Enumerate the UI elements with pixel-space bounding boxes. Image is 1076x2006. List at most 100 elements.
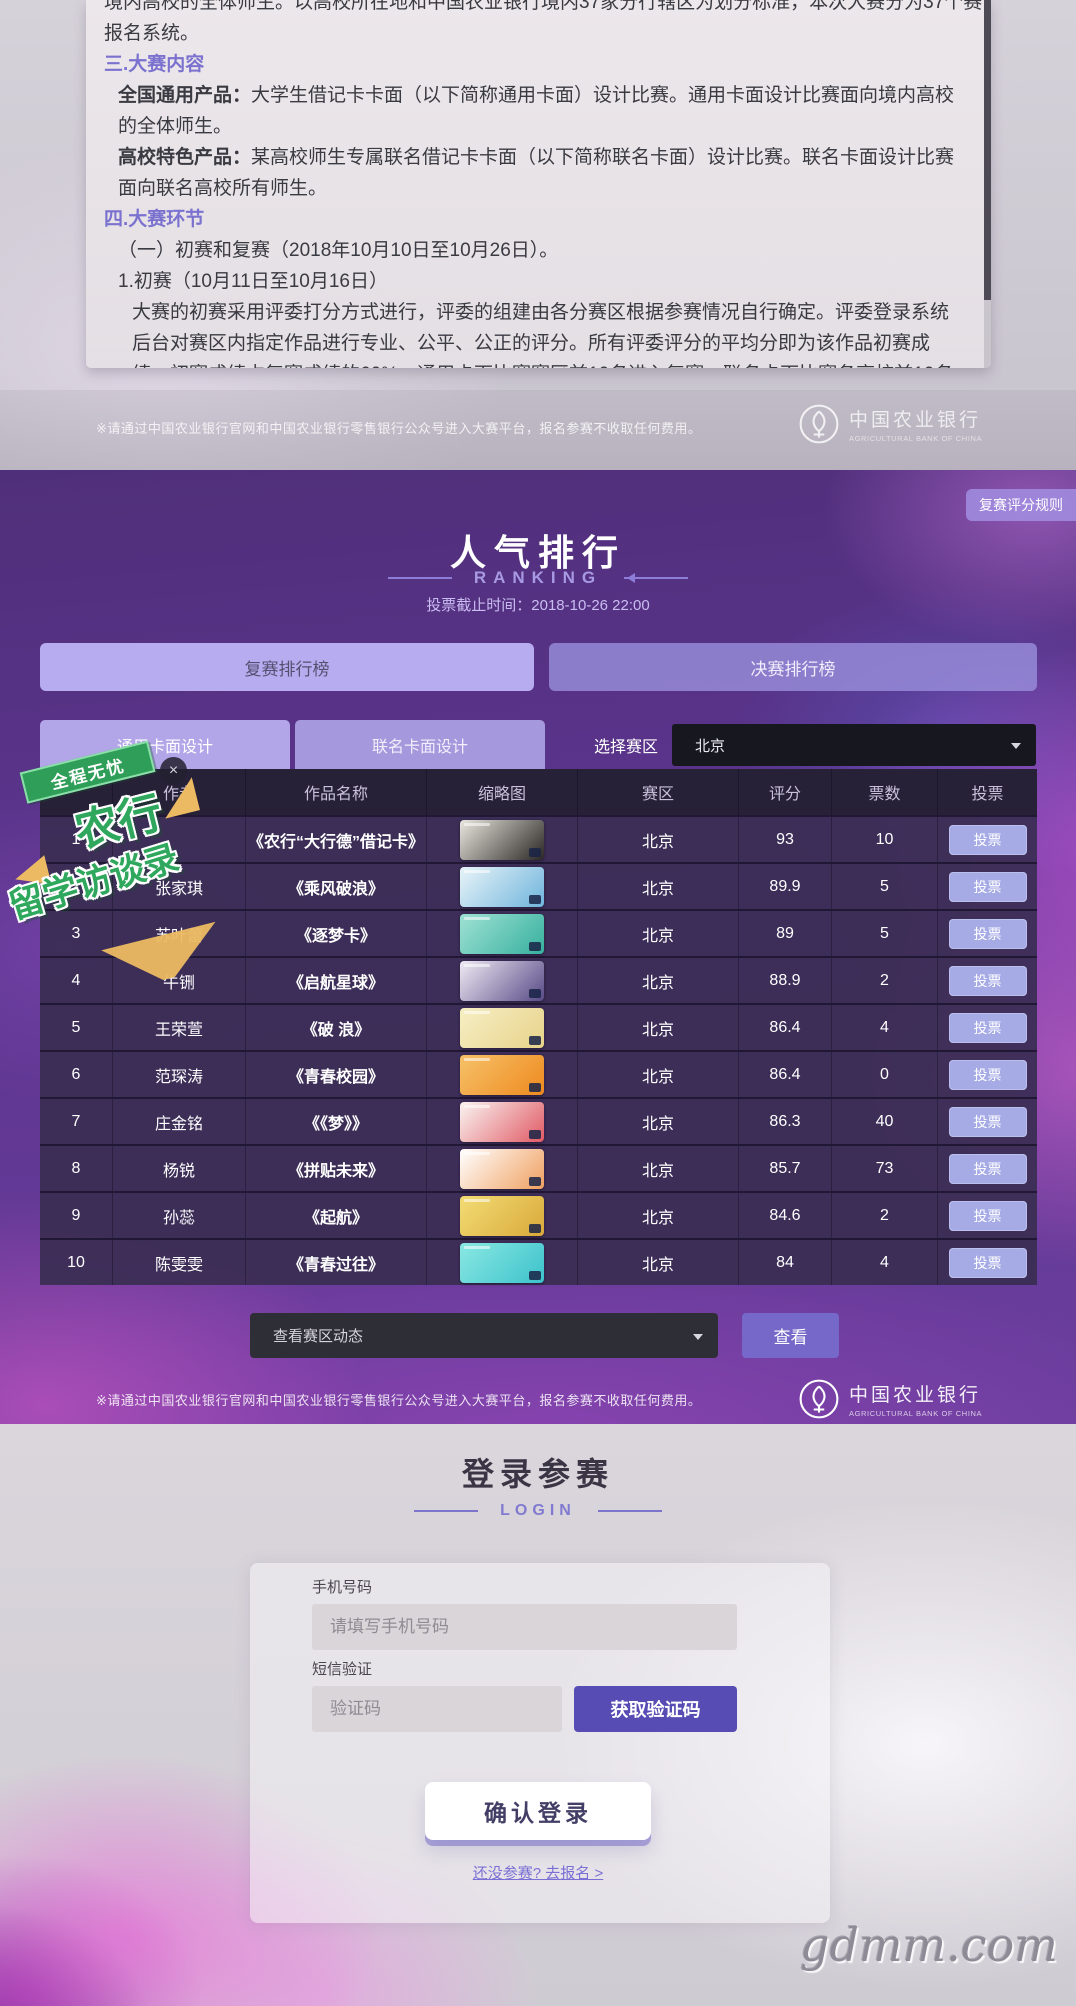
item-label: 全国通用产品： — [118, 85, 252, 106]
vote-button[interactable]: 投票 — [948, 1200, 1027, 1231]
region-cell: 北京 — [578, 911, 739, 956]
work-thumbnail — [460, 1101, 544, 1142]
register-link[interactable]: 还没参赛? 去报名 > — [472, 1865, 604, 1882]
work-thumbnail — [460, 866, 544, 907]
view-button[interactable]: 查看 — [742, 1313, 839, 1358]
column-header: 缩略图 — [427, 769, 578, 815]
author-cell: 陈雯雯 — [113, 1240, 246, 1285]
score-cell: 84 — [739, 1240, 832, 1285]
confirm-login-button[interactable]: 确认登录 — [425, 1782, 651, 1840]
region-cell: 北京 — [578, 958, 739, 1003]
chevron-down-icon — [1011, 743, 1021, 754]
ranking-table-head: 作者 作品名称 缩略图 赛区 评分 票数 投票 — [40, 769, 1037, 815]
column-header: 作品名称 — [246, 769, 427, 815]
vote-button[interactable]: 投票 — [948, 1059, 1027, 1090]
tab-semifinal-ranking[interactable]: 复赛排行榜 — [40, 643, 534, 691]
table-row: 10 陈雯雯 《青春过往》 北京 84 4 投票 — [40, 1238, 1037, 1285]
vote-button[interactable]: 投票 — [948, 1247, 1027, 1278]
vote-button[interactable]: 投票 — [948, 918, 1027, 949]
chevron-down-icon — [693, 1333, 703, 1345]
stage-line: （一）初赛和复赛（2018年10月10日至10月26日）。 — [118, 240, 559, 261]
vote-cell: 投票 — [938, 1240, 1037, 1285]
votes-cell: 40 — [832, 1099, 938, 1144]
vote-button[interactable]: 投票 — [948, 965, 1027, 996]
phone-input[interactable] — [312, 1604, 737, 1650]
vote-button[interactable]: 投票 — [948, 871, 1027, 902]
work-title-cell: 《启航星球》 — [246, 958, 427, 1003]
rank-cell: 7 — [40, 1099, 113, 1144]
subtab-cobranded-card-design[interactable]: 联名卡面设计 — [295, 720, 545, 769]
platform-note: ※请通过中国农业银行官网和中国农业银行零售银行公众号进入大赛平台，报名参赛不收取… — [96, 1393, 702, 1408]
decor-line-right — [597, 1510, 662, 1512]
region-select[interactable]: 北京 — [672, 724, 1036, 766]
rules-item: 高校特色产品：某高校师生专属联名借记卡卡面（以下简称联名卡面）设计比赛。联名卡面… — [118, 142, 965, 204]
rank-cell: 10 — [40, 1240, 113, 1285]
tab-final-ranking[interactable]: 决赛排行榜 — [549, 643, 1037, 691]
card-chip-icon — [529, 1270, 541, 1280]
item-text: 某高校师生专属联名借记卡卡面（以下简称联名卡面）设计比赛。联名卡面设计比赛面向联… — [118, 147, 955, 199]
table-row: 6 范琛涛 《青春校园》 北京 86.4 0 投票 — [40, 1050, 1037, 1097]
scrollbar-thumb[interactable] — [984, 0, 991, 300]
author-cell: 牛铏 — [113, 958, 246, 1003]
login-subtitle: LOGIN — [500, 1502, 576, 1519]
author-cell: 杨锐 — [113, 1146, 246, 1191]
table-row: 8 杨锐 《拼贴未来》 北京 85.7 73 投票 — [40, 1144, 1037, 1191]
author-cell: 孙蕊 — [113, 1193, 246, 1238]
vote-button[interactable]: 投票 — [948, 824, 1027, 855]
vote-button[interactable]: 投票 — [948, 1012, 1027, 1043]
verification-code-input[interactable] — [312, 1686, 562, 1732]
thumbnail-cell — [427, 1193, 578, 1238]
vote-cell: 投票 — [938, 911, 1037, 956]
thumbnail-cell — [427, 1240, 578, 1285]
intro-section: 境内高校的全体师生。以高校所在地和中国农业银行境内37家分行辖区为划分标准，本次… — [0, 0, 1076, 470]
region-cell: 北京 — [578, 1193, 739, 1238]
work-thumbnail — [460, 1007, 544, 1048]
decor-line-left — [414, 1510, 479, 1512]
ranking-table-body: 1 《农行“大行德”借记卡》 北京 93 10 投票 2 张家琪 《乘风破浪》 北京 89.9 5 投票… — [40, 815, 1037, 1285]
thumbnail-cell — [427, 958, 578, 1003]
bank-name-en: AGRICULTURAL BANK OF CHINA — [849, 1409, 983, 1418]
scrollbar[interactable] — [984, 0, 991, 368]
card-chip-icon — [529, 1082, 541, 1092]
district-dynamics-select[interactable]: 查看赛区动态 — [250, 1313, 718, 1358]
vote-button[interactable]: 投票 — [948, 1153, 1027, 1184]
vote-cell: 投票 — [938, 864, 1037, 909]
author-cell: 王荣萱 — [113, 1005, 246, 1050]
bank-name-en: AGRICULTURAL BANK OF CHINA — [849, 434, 983, 443]
bank-name: 中国农业银行 — [849, 410, 982, 431]
rules-item: 全国通用产品：大学生借记卡卡面（以下简称通用卡面）设计比赛。通用卡面设计比赛面向… — [118, 80, 965, 142]
login-subtitle-row: LOGIN — [0, 1502, 1076, 1520]
get-code-button[interactable]: 获取验证码 — [574, 1686, 737, 1732]
votes-cell: 73 — [832, 1146, 938, 1191]
bank-name: 中国农业银行 — [849, 1385, 982, 1406]
votes-cell: 2 — [832, 1193, 938, 1238]
scoring-rules-button[interactable]: 复赛评分规则 — [966, 489, 1076, 521]
login-title: 登录参赛 — [461, 1456, 614, 1492]
work-title-cell: 《拼贴未来》 — [246, 1146, 427, 1191]
vote-button[interactable]: 投票 — [948, 1106, 1027, 1137]
author-cell — [113, 817, 246, 862]
rank-cell: 6 — [40, 1052, 113, 1097]
decor-line-left — [387, 577, 452, 579]
vote-cell: 投票 — [938, 958, 1037, 1003]
table-row: 7 庄金铭 《《梦》》 北京 86.3 40 投票 — [40, 1097, 1037, 1144]
column-header: 票数 — [832, 769, 938, 815]
rules-line: 报名系统。 — [104, 23, 200, 44]
score-cell: 86.4 — [739, 1052, 832, 1097]
rank-cell: 5 — [40, 1005, 113, 1050]
region-cell: 北京 — [578, 817, 739, 862]
vote-deadline: 投票截止时间：2018-10-26 22:00 — [426, 597, 650, 614]
abc-emblem-icon — [799, 404, 839, 444]
work-thumbnail — [460, 1148, 544, 1189]
work-title-cell: 《青春校园》 — [246, 1052, 427, 1097]
district-dynamics-value: 查看赛区动态 — [273, 1328, 364, 1345]
vote-cell: 投票 — [938, 1193, 1037, 1238]
thumbnail-cell — [427, 817, 578, 862]
work-thumbnail — [460, 913, 544, 954]
close-icon[interactable]: × — [160, 757, 187, 784]
table-row: 3 苏叶蕾 《逐梦卡》 北京 89 5 投票 — [40, 909, 1037, 956]
contest-rules-panel[interactable]: 境内高校的全体师生。以高校所在地和中国农业银行境内37家分行辖区为划分标准，本次… — [86, 0, 991, 368]
region-select-label: 选择赛区 — [594, 738, 659, 756]
score-cell: 86.4 — [739, 1005, 832, 1050]
